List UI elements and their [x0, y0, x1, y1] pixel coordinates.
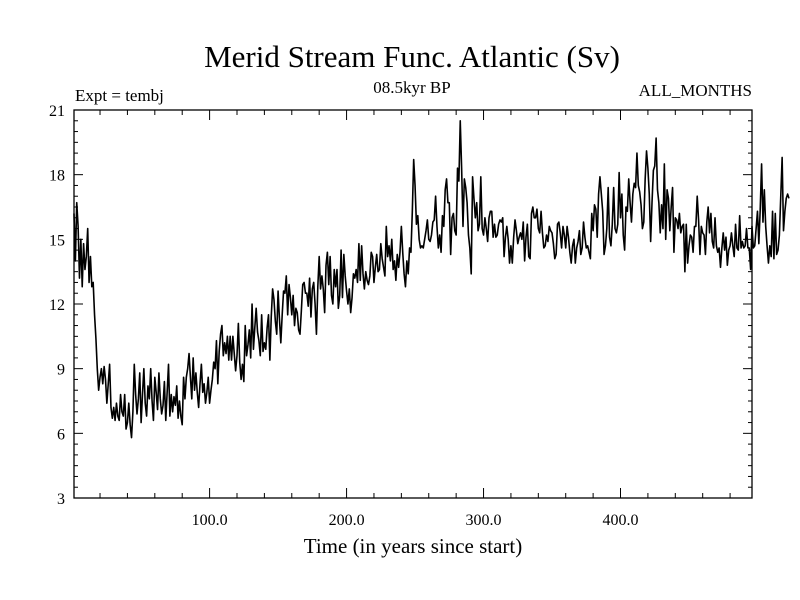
experiment-label: Expt = tembj	[75, 86, 164, 105]
y-tick-label: 15	[49, 232, 65, 249]
x-tick-label: 400.0	[603, 512, 639, 529]
y-tick-label: 9	[57, 362, 65, 379]
x-tick-label: 200.0	[329, 512, 365, 529]
y-tick-label: 12	[49, 297, 65, 314]
chart-title: Merid Stream Func. Atlantic (Sv)	[204, 39, 620, 74]
months-label: ALL_MONTHS	[639, 81, 752, 100]
y-tick-label: 3	[57, 491, 65, 508]
x-tick-label: 100.0	[192, 512, 228, 529]
y-tick-label: 6	[57, 426, 65, 443]
chart-subtitle: 08.5kyr BP	[373, 78, 450, 97]
y-tick-label: 18	[49, 168, 65, 185]
x-axis-label: Time (in years since start)	[304, 534, 523, 558]
series-line	[73, 119, 790, 439]
x-tick-label: 300.0	[466, 512, 502, 529]
y-tick-label: 21	[49, 103, 65, 120]
